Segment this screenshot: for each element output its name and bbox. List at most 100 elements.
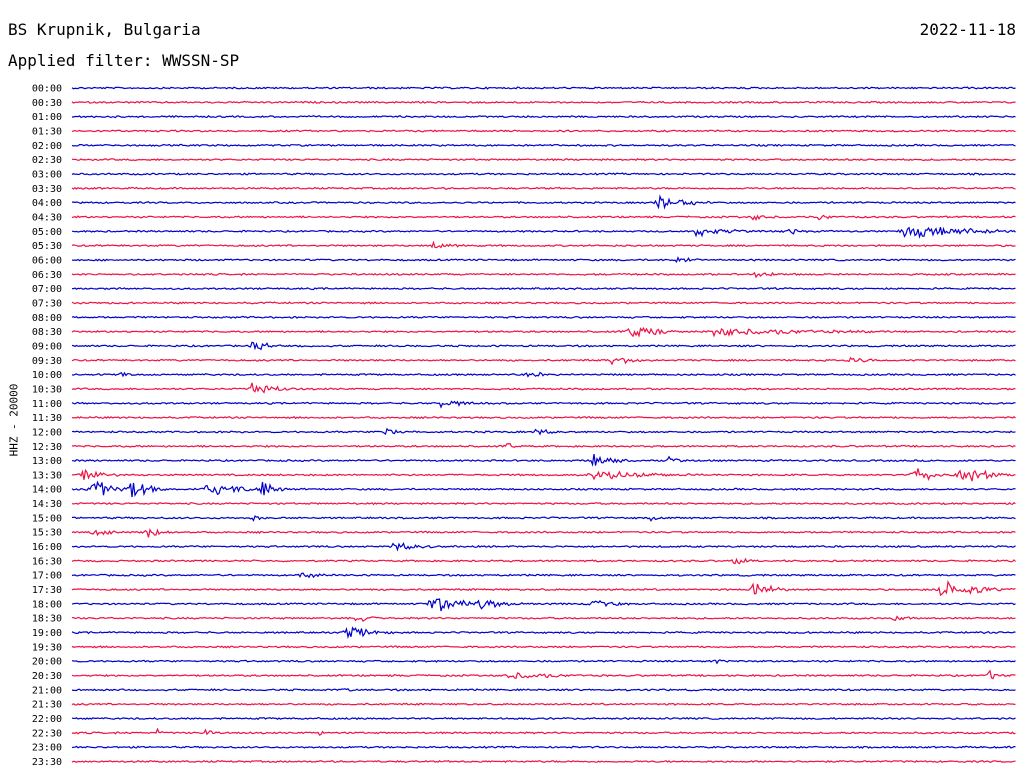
trace-row: [71, 371, 1016, 378]
row-time-label: 01:30: [32, 126, 62, 137]
row-time-label: 14:00: [32, 485, 62, 496]
row-time-label: 09:00: [32, 341, 62, 352]
trace-row: [71, 442, 1016, 448]
trace-row: [71, 579, 1016, 597]
trace-row: [71, 271, 1016, 279]
trace-row: [72, 226, 1016, 239]
row-time-label: 22:00: [32, 714, 62, 725]
row-time-label: 03:00: [32, 169, 62, 180]
row-time-label: 00:00: [32, 84, 62, 95]
row-time-label: 04:00: [32, 198, 62, 209]
row-time-label: 08:30: [32, 327, 62, 338]
trace-row: [71, 557, 1016, 565]
row-time-label: 11:00: [32, 399, 62, 410]
date-label: 2022-11-18: [919, 20, 1016, 39]
row-time-label: 11:30: [32, 413, 62, 424]
row-time-label: 02:30: [32, 155, 62, 166]
row-time-label: 05:00: [32, 227, 62, 238]
trace-row: [71, 468, 1016, 482]
trace-row: [71, 256, 1016, 264]
trace-row: [71, 100, 1016, 104]
row-time-label: 22:30: [32, 728, 62, 739]
row-time-label: 13:00: [32, 456, 62, 467]
row-time-label: 06:00: [32, 255, 62, 266]
trace-row: [71, 702, 1016, 706]
row-time-label: 07:00: [32, 284, 62, 295]
row-time-label: 18:30: [32, 614, 62, 625]
trace-row: [71, 356, 1016, 366]
trace-row: [71, 214, 1016, 222]
trace-row: [71, 382, 1016, 394]
trace-row: [71, 727, 1016, 736]
trace-row: [71, 115, 1016, 119]
row-time-label: 21:00: [32, 685, 62, 696]
row-time-label: 05:30: [32, 241, 62, 252]
row-time-label: 02:00: [32, 141, 62, 152]
row-time-label: 08:00: [32, 313, 62, 324]
trace-row: [71, 186, 1016, 190]
trace-row: [71, 626, 1016, 640]
row-time-label: 18:00: [32, 599, 62, 610]
trace-row: [71, 326, 1016, 338]
row-time-label: 03:30: [32, 184, 62, 195]
row-time-label: 20:00: [32, 657, 62, 668]
row-time-label: 17:00: [32, 571, 62, 582]
trace-row: [71, 400, 1016, 409]
row-time-label: 14:30: [32, 499, 62, 510]
trace-row: [71, 158, 1016, 162]
trace-row: [71, 129, 1016, 133]
trace-row: [71, 194, 1016, 210]
trace-row: [71, 341, 1016, 351]
trace-row: [71, 315, 1016, 319]
trace-row: [71, 688, 1016, 692]
row-time-label: 10:00: [32, 370, 62, 381]
trace-row: [71, 480, 1016, 498]
station-title: BS Krupnik, Bulgaria: [8, 20, 201, 39]
row-time-label: 10:30: [32, 384, 62, 395]
row-time-label: 04:30: [32, 212, 62, 223]
row-time-label: 23:30: [32, 757, 62, 768]
trace-row: [71, 572, 1016, 579]
trace-row: [71, 86, 1016, 90]
trace-row: [71, 528, 1016, 538]
trace-row: [72, 454, 1016, 467]
row-time-label: 15:30: [32, 528, 62, 539]
trace-row: [71, 240, 1016, 249]
row-time-label: 19:00: [32, 628, 62, 639]
row-time-label: 16:30: [32, 556, 62, 567]
trace-row: [71, 415, 1016, 420]
trace-row: [71, 427, 1016, 436]
trace-row: [71, 287, 1016, 291]
trace-row: [71, 669, 1016, 680]
trace-row: [71, 598, 1016, 612]
trace-row: [72, 515, 1016, 522]
row-time-label: 15:00: [32, 513, 62, 524]
row-time-label: 20:30: [32, 671, 62, 682]
row-time-label: 01:00: [32, 112, 62, 123]
trace-row: [71, 745, 1016, 749]
trace-row: [71, 645, 1016, 649]
trace-row: [71, 716, 1016, 721]
trace-row: [71, 615, 1016, 622]
trace-row: [71, 301, 1016, 305]
row-time-label: 12:30: [32, 442, 62, 453]
trace-row: [71, 172, 1016, 176]
trace-row: [71, 501, 1016, 506]
trace-row: [71, 759, 1016, 763]
row-time-label: 07:30: [32, 298, 62, 309]
row-time-label: 17:30: [32, 585, 62, 596]
row-time-label: 23:00: [32, 743, 62, 754]
trace-row: [71, 143, 1016, 147]
filter-label: Applied filter: WWSSN-SP: [8, 51, 240, 70]
row-time-label: 09:30: [32, 356, 62, 367]
row-time-label: 19:30: [32, 642, 62, 653]
row-time-label: 06:30: [32, 270, 62, 281]
row-time-label: 12:00: [32, 427, 62, 438]
row-time-label: 21:30: [32, 700, 62, 711]
trace-row: [71, 541, 1016, 552]
trace-row: [71, 659, 1016, 665]
row-time-label: 13:30: [32, 470, 62, 481]
row-time-label: 16:00: [32, 542, 62, 553]
row-time-label: 00:30: [32, 98, 62, 109]
